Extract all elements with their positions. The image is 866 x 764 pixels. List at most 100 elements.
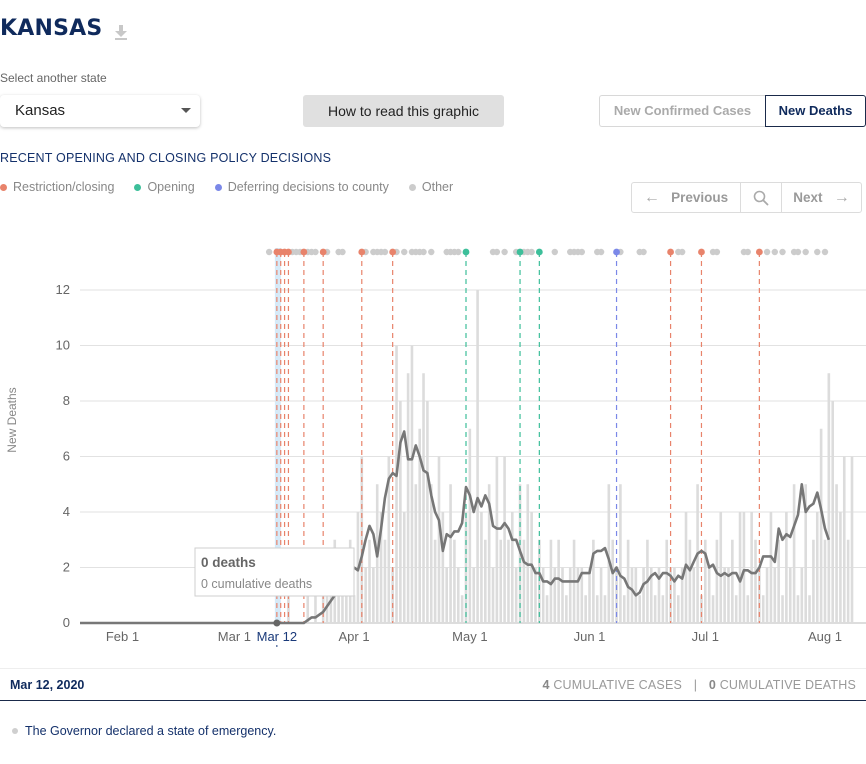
death-bar: [657, 567, 661, 623]
death-bar: [468, 428, 472, 623]
death-bar: [842, 456, 846, 623]
policy-dot-other: [420, 248, 427, 256]
death-bar: [688, 539, 692, 623]
state-select-value: Kansas: [15, 102, 66, 119]
policy-dot-other: [455, 248, 462, 256]
death-bar: [630, 567, 634, 623]
y-tick-label: 6: [63, 449, 70, 464]
policy-dot-other: [381, 248, 389, 256]
x-tick-label: Aug 1: [808, 629, 842, 644]
death-bar: [460, 595, 464, 623]
legend-label-restriction: Restriction/closing: [13, 180, 115, 194]
death-bar: [727, 567, 730, 623]
x-tick-label: Mar 1: [218, 629, 251, 644]
death-bar: [399, 401, 402, 623]
search-icon: [753, 190, 769, 205]
tooltip-subtitle: 0 cumulative deaths: [201, 577, 312, 591]
policy-dot-restriction: [389, 248, 397, 256]
policy-dot-restriction: [755, 248, 763, 256]
deaths-chart[interactable]: 0 2 4 6 8 10 12 New Deaths Feb 1 Mar 1 Mar 12 Apr 1…: [0, 240, 866, 660]
y-tick-label: 0: [63, 615, 70, 630]
death-bar: [839, 512, 842, 623]
policy-dot-other: [794, 248, 802, 256]
death-bar: [445, 567, 448, 623]
death-bar: [476, 290, 479, 623]
y-axis-label: New Deaths: [5, 387, 19, 452]
death-bar: [754, 539, 757, 623]
average-line: [80, 430, 831, 625]
death-bar: [835, 484, 838, 623]
policy-dot-other: [578, 248, 585, 256]
event-pager: ← Previous Next →: [631, 182, 862, 213]
death-bar: [441, 512, 445, 623]
death-bar: [649, 567, 653, 623]
how-to-read-button[interactable]: How to read this graphic: [303, 95, 504, 127]
new-deaths-tab[interactable]: New Deaths: [765, 95, 866, 127]
y-tick-label: 10: [56, 338, 70, 353]
death-bar: [796, 595, 800, 623]
death-bar: [565, 595, 568, 623]
death-bar: [792, 484, 796, 623]
death-bar: [692, 567, 696, 623]
policy-heading: RECENT OPENING AND CLOSING POLICY DECISI…: [0, 151, 332, 165]
death-bar: [769, 512, 773, 623]
policy-dot-county: [613, 248, 620, 256]
policy-dot-other: [814, 248, 821, 256]
policy-dot-other: [265, 248, 273, 256]
policy-dot-other: [779, 248, 786, 256]
legend-label-opening: Opening: [147, 180, 195, 194]
policy-dot-other: [551, 248, 558, 256]
policy-dot-other: [339, 248, 346, 256]
x-tick-label: Jun 1: [574, 629, 606, 644]
download-icon[interactable]: [112, 22, 130, 42]
policy-legend: Restriction/closing Opening Deferring de…: [0, 180, 473, 194]
state-select[interactable]: Kansas: [0, 95, 200, 127]
previous-button[interactable]: ← Previous: [632, 183, 741, 212]
death-bar: [364, 567, 367, 623]
x-tick-label: Apr 1: [339, 629, 370, 644]
death-bar: [429, 484, 433, 623]
death-bar: [777, 539, 780, 623]
y-tick-label: 12: [56, 282, 70, 297]
policy-dot-other: [597, 248, 605, 256]
policy-dot-other: [763, 248, 771, 256]
death-bar: [449, 484, 452, 623]
new-confirmed-cases-tab[interactable]: New Confirmed Cases: [599, 95, 765, 127]
legend-dot-opening: [134, 183, 142, 191]
policy-dot-opening: [535, 248, 543, 256]
policy-dot-other: [312, 248, 319, 256]
death-bar: [588, 567, 591, 623]
selected-date-highlight: [274, 248, 281, 623]
death-bar: [742, 512, 746, 623]
death-bar: [383, 539, 387, 623]
death-bar: [314, 595, 317, 623]
death-bar: [426, 401, 429, 623]
death-bar: [321, 595, 325, 623]
death-bar: [538, 539, 541, 623]
death-bar: [495, 456, 499, 623]
cumulative-deaths-label: CUMULATIVE DEATHS: [719, 678, 856, 692]
death-bar: [472, 567, 476, 623]
next-button[interactable]: Next →: [782, 183, 861, 212]
death-bar: [584, 595, 587, 623]
death-bar: [557, 539, 560, 623]
death-bar: [603, 595, 607, 623]
death-bar: [568, 567, 572, 623]
legend-label-other: Other: [421, 180, 454, 194]
selected-date: Mar 12, 2020: [10, 678, 85, 692]
death-bar: [526, 484, 530, 623]
death-bar: [731, 539, 734, 623]
policy-dot-restriction: [698, 248, 705, 256]
death-bar: [673, 567, 676, 623]
legend-dot-other: [408, 183, 416, 191]
death-bar: [387, 456, 391, 623]
death-bar: [456, 567, 460, 623]
legend-label-county: Deferring decisions to county: [227, 180, 389, 194]
death-bar: [812, 539, 815, 623]
death-bar: [368, 539, 371, 623]
policy-dot-other: [713, 248, 721, 256]
x-tick-label: Feb 1: [106, 629, 139, 644]
death-bar: [487, 484, 491, 623]
death-bar: [422, 373, 425, 623]
search-button[interactable]: [741, 183, 782, 212]
